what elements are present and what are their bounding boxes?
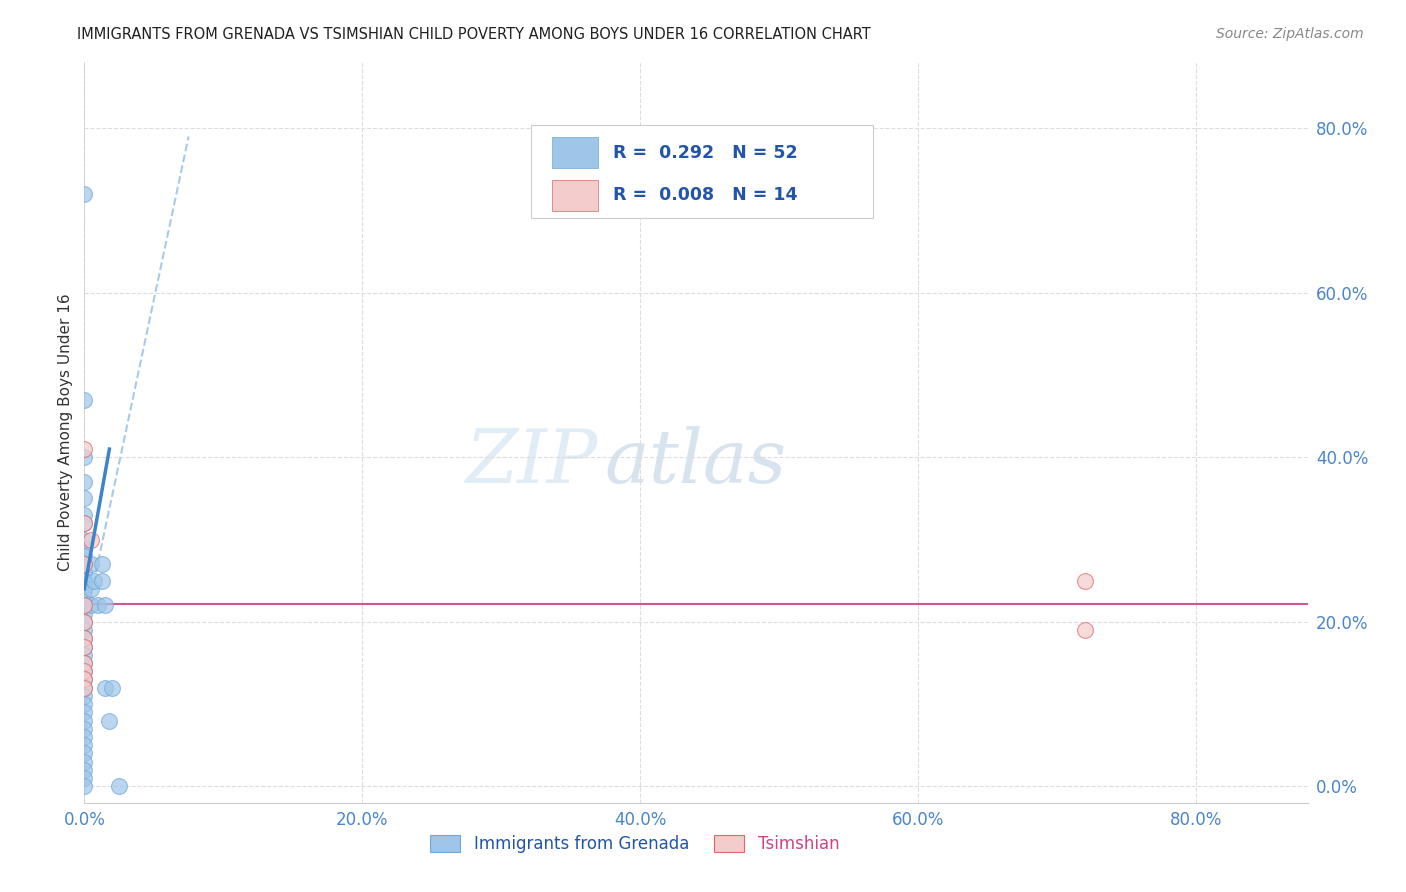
- Point: [73, 681, 96, 695]
- Point: [73, 656, 96, 670]
- Point: [87, 599, 110, 613]
- Point: [73, 648, 96, 662]
- Point: [73, 541, 96, 555]
- Point: [73, 730, 96, 744]
- Point: [73, 574, 96, 588]
- Point: [94, 681, 117, 695]
- Point: [73, 549, 96, 563]
- Text: Source: ZipAtlas.com: Source: ZipAtlas.com: [1216, 27, 1364, 41]
- Point: [80, 599, 103, 613]
- Point: [73, 664, 96, 678]
- Point: [73, 656, 96, 670]
- Point: [73, 623, 96, 637]
- Point: [108, 780, 131, 794]
- Point: [73, 771, 96, 785]
- Point: [73, 508, 96, 522]
- Point: [73, 607, 96, 621]
- Point: [73, 442, 96, 456]
- Point: [1074, 574, 1097, 588]
- Point: [94, 599, 117, 613]
- Point: [73, 689, 96, 703]
- Point: [73, 475, 96, 489]
- Point: [73, 632, 96, 646]
- Legend: Immigrants from Grenada, Tsimshian: Immigrants from Grenada, Tsimshian: [422, 826, 848, 861]
- Point: [83, 574, 105, 588]
- Y-axis label: Child Poverty Among Boys Under 16: Child Poverty Among Boys Under 16: [58, 293, 73, 572]
- Point: [80, 533, 103, 547]
- Text: atlas: atlas: [605, 426, 786, 499]
- Point: [73, 681, 96, 695]
- Text: R =  0.008   N = 14: R = 0.008 N = 14: [613, 186, 797, 204]
- Point: [73, 755, 96, 769]
- Point: [73, 664, 96, 678]
- Point: [73, 706, 96, 720]
- Point: [73, 714, 96, 728]
- Text: ZIP: ZIP: [465, 426, 598, 499]
- Point: [73, 599, 96, 613]
- FancyBboxPatch shape: [551, 137, 598, 169]
- Point: [1074, 623, 1097, 637]
- Point: [73, 558, 96, 572]
- Point: [73, 673, 96, 687]
- Point: [91, 558, 114, 572]
- Text: IMMIGRANTS FROM GRENADA VS TSIMSHIAN CHILD POVERTY AMONG BOYS UNDER 16 CORRELATI: IMMIGRANTS FROM GRENADA VS TSIMSHIAN CHI…: [77, 27, 872, 42]
- Point: [91, 574, 114, 588]
- Point: [73, 599, 96, 613]
- Point: [73, 582, 96, 596]
- Point: [73, 590, 96, 604]
- Point: [73, 558, 96, 572]
- Point: [73, 491, 96, 506]
- Point: [80, 558, 103, 572]
- Point: [73, 599, 96, 613]
- Point: [73, 747, 96, 761]
- Point: [98, 714, 121, 728]
- Point: [73, 615, 96, 629]
- Point: [73, 533, 96, 547]
- Point: [73, 640, 96, 654]
- Point: [101, 681, 124, 695]
- Point: [73, 187, 96, 202]
- Text: R =  0.292   N = 52: R = 0.292 N = 52: [613, 144, 797, 162]
- Point: [73, 516, 96, 530]
- Point: [73, 763, 96, 777]
- Point: [73, 738, 96, 752]
- Point: [73, 780, 96, 794]
- FancyBboxPatch shape: [531, 126, 873, 218]
- Point: [80, 582, 103, 596]
- Point: [73, 722, 96, 736]
- Point: [73, 566, 96, 580]
- Point: [73, 632, 96, 646]
- Point: [73, 392, 96, 407]
- Point: [73, 516, 96, 530]
- FancyBboxPatch shape: [551, 180, 598, 211]
- Point: [73, 450, 96, 465]
- Point: [73, 640, 96, 654]
- Point: [73, 615, 96, 629]
- Point: [73, 574, 96, 588]
- Point: [73, 673, 96, 687]
- Point: [73, 697, 96, 711]
